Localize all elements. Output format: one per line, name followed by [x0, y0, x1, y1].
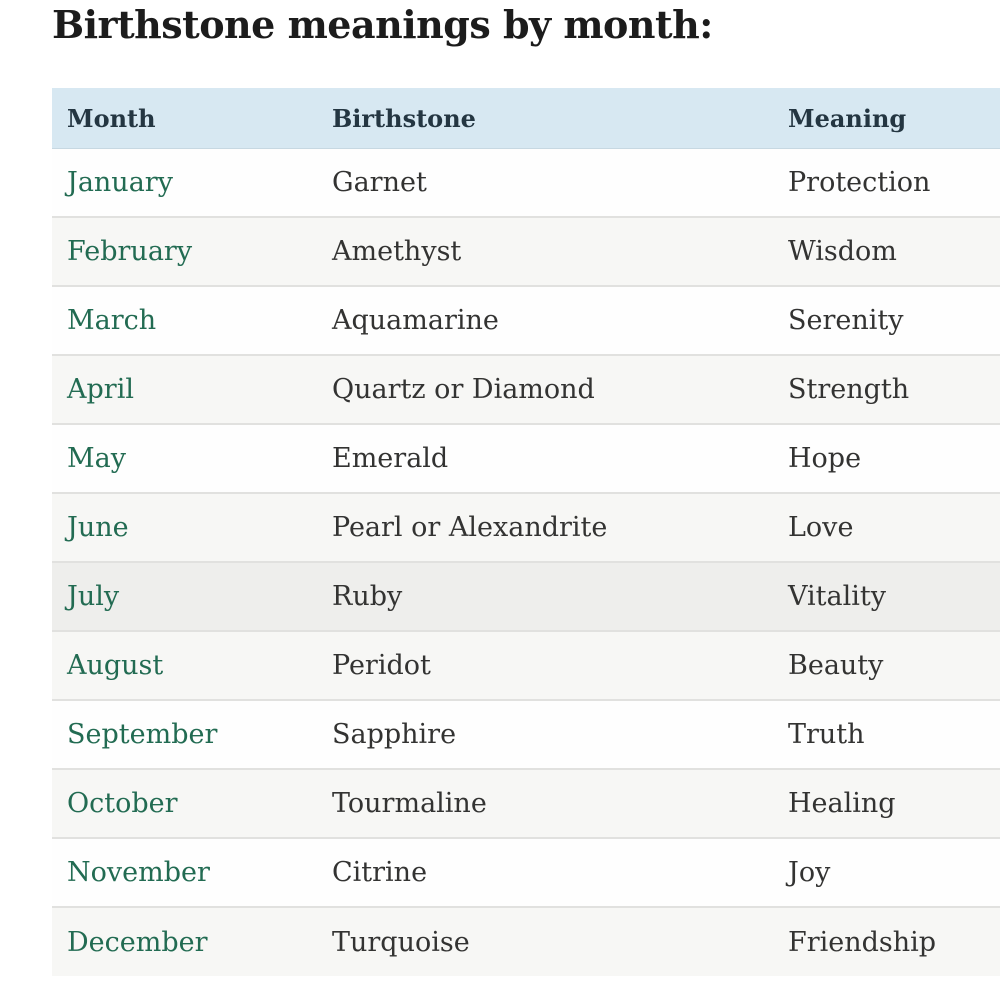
meaning-cell: Strength	[788, 374, 910, 406]
birthstone-cell: Citrine	[332, 857, 428, 889]
meaning-cell: Truth	[788, 719, 865, 751]
table-row: January Garnet Protection	[52, 148, 1000, 218]
column-header-meaning: Meaning	[773, 88, 1000, 149]
page: Birthstone meanings by month: Month Birt…	[52, 2, 1000, 977]
birthstone-cell: Aquamarine	[332, 305, 499, 337]
month-link[interactable]: June	[67, 512, 129, 544]
birthstone-cell: Turquoise	[332, 926, 470, 958]
birthstone-cell: Emerald	[332, 443, 449, 475]
birthstone-cell: Sapphire	[332, 719, 457, 751]
month-link[interactable]: September	[67, 719, 218, 751]
table-row: December Turquoise Friendship	[52, 907, 1000, 977]
month-cell: January	[52, 148, 317, 217]
meaning-cell: Joy	[788, 857, 831, 889]
column-header-month: Month	[52, 88, 317, 149]
table-row: March Aquamarine Serenity	[52, 286, 1000, 356]
meaning-cell: Healing	[788, 788, 896, 820]
table-row: August Peridot Beauty	[52, 631, 1000, 701]
meaning-cell: Protection	[788, 167, 931, 199]
meaning-cell: Vitality	[788, 581, 886, 613]
birthstone-cell: Ruby	[332, 581, 403, 613]
page-title: Birthstone meanings by month:	[52, 2, 713, 47]
table-row: October Tourmaline Healing	[52, 769, 1000, 839]
meaning-cell: Friendship	[788, 926, 937, 958]
birthstone-cell: Tourmaline	[332, 788, 487, 820]
month-cell: March	[52, 286, 317, 355]
month-cell: December	[52, 907, 317, 976]
table-row: May Emerald Hope	[52, 424, 1000, 494]
month-link[interactable]: July	[67, 581, 120, 613]
table-row: September Sapphire Truth	[52, 700, 1000, 770]
birthstone-cell: Garnet	[332, 167, 427, 199]
month-link[interactable]: February	[67, 236, 193, 268]
month-cell: October	[52, 769, 317, 838]
column-header-birthstone: Birthstone	[317, 88, 773, 149]
table-body: January Garnet Protection February Ameth…	[52, 148, 1000, 977]
birthstone-cell: Amethyst	[332, 236, 462, 268]
birthstone-table: Month Birthstone Meaning January Garnet …	[52, 88, 1000, 977]
meaning-cell: Wisdom	[788, 236, 897, 268]
month-link[interactable]: August	[67, 650, 164, 682]
month-cell: April	[52, 355, 317, 424]
month-link[interactable]: October	[67, 788, 178, 820]
table-row: June Pearl or Alexandrite Love	[52, 493, 1000, 563]
month-cell: May	[52, 424, 317, 493]
month-link[interactable]: April	[67, 374, 134, 406]
table-row: November Citrine Joy	[52, 838, 1000, 908]
birthstone-cell: Peridot	[332, 650, 431, 682]
month-link[interactable]: May	[67, 443, 126, 475]
table-row: April Quartz or Diamond Strength	[52, 355, 1000, 425]
month-cell: July	[52, 562, 317, 631]
month-cell: June	[52, 493, 317, 562]
month-cell: September	[52, 700, 317, 769]
table-row: July Ruby Vitality	[52, 562, 1000, 632]
month-link[interactable]: November	[67, 857, 210, 889]
month-link[interactable]: January	[67, 167, 173, 199]
birthstone-cell: Quartz or Diamond	[332, 374, 595, 406]
birthstone-cell: Pearl or Alexandrite	[332, 512, 608, 544]
table-header-row: Month Birthstone Meaning	[52, 88, 1000, 149]
month-link[interactable]: March	[67, 305, 157, 337]
meaning-cell: Serenity	[788, 305, 904, 337]
month-cell: February	[52, 217, 317, 286]
table-row: February Amethyst Wisdom	[52, 217, 1000, 287]
month-cell: August	[52, 631, 317, 700]
meaning-cell: Hope	[788, 443, 862, 475]
month-link[interactable]: December	[67, 926, 208, 958]
meaning-cell: Beauty	[788, 650, 884, 682]
month-cell: November	[52, 838, 317, 907]
meaning-cell: Love	[788, 512, 854, 544]
birthstone-table-container: Month Birthstone Meaning January Garnet …	[52, 88, 1000, 977]
